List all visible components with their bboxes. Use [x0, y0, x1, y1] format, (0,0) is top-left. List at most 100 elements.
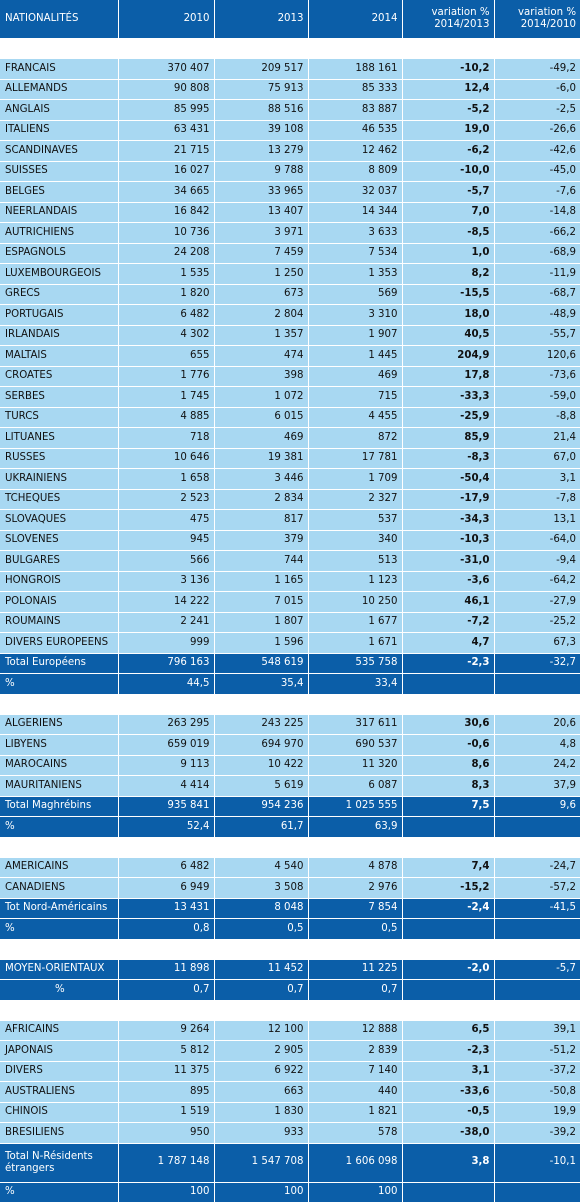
- value-2014-cell: 440: [307, 1081, 402, 1102]
- value-2010-cell: 1 820: [117, 284, 214, 305]
- variation-2014-2010-cell: 39,1: [493, 1020, 580, 1041]
- variation-2014-2010-cell: 37,9: [493, 775, 580, 796]
- spacer-cell: [493, 38, 580, 59]
- nationality-cell: AUTRICHIENS: [0, 222, 118, 243]
- spacer-cell: [0, 939, 118, 959]
- header-2013: 2013: [213, 0, 308, 39]
- table-row: LITUANES 718 469 872 85,9 21,4: [0, 427, 580, 448]
- value-2014-cell: 85 333: [307, 79, 402, 100]
- nationality-cell: %: [0, 1182, 118, 1203]
- nationality-cell: MALTAIS: [0, 345, 118, 366]
- value-2014-cell: 715: [307, 386, 402, 407]
- section-spacer: [0, 38, 580, 59]
- nationality-cell: CROATES: [0, 366, 118, 387]
- table-row: DIVERS 11 375 6 922 7 140 3,1 -37,2: [0, 1061, 580, 1082]
- variation-2014-2013-cell: -31,0: [401, 550, 494, 571]
- value-2010-cell: 10 646: [117, 448, 214, 469]
- variation-2014-2010-cell: -27,9: [493, 591, 580, 612]
- nationality-cell: %: [0, 979, 118, 1000]
- value-2013-cell: 1 357: [213, 325, 308, 346]
- spacer-cell: [401, 1000, 494, 1020]
- header-variation-2014-2010-line1: variation %: [518, 7, 576, 19]
- variation-2014-2013-cell: 40,5: [401, 325, 494, 346]
- variation-2014-2013-cell: -7,2: [401, 612, 494, 633]
- value-2010-cell: 63 431: [117, 120, 214, 141]
- value-2014-cell: 4 455: [307, 407, 402, 428]
- variation-2014-2013-cell: -0,6: [401, 734, 494, 755]
- nationality-cell: Total Maghrébins: [0, 796, 118, 817]
- value-2013-cell: 243 225: [213, 714, 308, 735]
- value-2013-cell: 1 807: [213, 612, 308, 633]
- value-2010-cell: 1 658: [117, 468, 214, 489]
- variation-2014-2013-cell: 30,6: [401, 714, 494, 735]
- variation-2014-2013-cell: 7,4: [401, 857, 494, 878]
- value-2013-cell: 35,4: [213, 673, 308, 694]
- value-2010-cell: 0,7: [117, 979, 214, 1000]
- variation-2014-2013-cell: -2,3: [401, 1040, 494, 1061]
- value-2014-cell: 872: [307, 427, 402, 448]
- variation-2014-2010-cell: 67,0: [493, 448, 580, 469]
- spacer-cell: [493, 694, 580, 714]
- spacer-cell: [401, 694, 494, 714]
- variation-2014-2013-cell: 7,5: [401, 796, 494, 817]
- nationality-cell: JAPONAIS: [0, 1040, 118, 1061]
- value-2010-cell: 1 745: [117, 386, 214, 407]
- value-2014-cell: 0,5: [307, 918, 402, 939]
- value-2010-cell: 718: [117, 427, 214, 448]
- value-2013-cell: 1 830: [213, 1102, 308, 1123]
- nationality-cell: SCANDINAVES: [0, 140, 118, 161]
- variation-2014-2010-cell: [493, 1182, 580, 1203]
- table-row: ROUMAINS 2 241 1 807 1 677 -7,2 -25,2: [0, 612, 580, 633]
- value-2013-cell: 8 048: [213, 898, 308, 919]
- value-2013-cell: 3 446: [213, 468, 308, 489]
- table-row: RUSSES 10 646 19 381 17 781 -8,3 67,0: [0, 448, 580, 469]
- value-2013-cell: 1 072: [213, 386, 308, 407]
- total-row: % 0,7 0,7 0,7: [0, 979, 580, 1000]
- spacer-cell: [0, 837, 118, 857]
- variation-2014-2013-cell: 12,4: [401, 79, 494, 100]
- variation-2014-2010-cell: -48,9: [493, 304, 580, 325]
- value-2014-cell: 3 310: [307, 304, 402, 325]
- nationality-cell: MOYEN-ORIENTAUX: [0, 959, 118, 980]
- value-2014-cell: 63,9: [307, 816, 402, 837]
- total-row: Total Maghrébins 935 841 954 236 1 025 555 7…: [0, 796, 580, 817]
- variation-2014-2010-cell: -25,2: [493, 612, 580, 633]
- variation-2014-2010-cell: 13,1: [493, 509, 580, 530]
- variation-2014-2013-cell: -38,0: [401, 1122, 494, 1143]
- value-2013-cell: 12 100: [213, 1020, 308, 1041]
- variation-2014-2013-cell: 85,9: [401, 427, 494, 448]
- value-2014-cell: 17 781: [307, 448, 402, 469]
- value-2013-cell: 9 788: [213, 161, 308, 182]
- variation-2014-2010-cell: -41,5: [493, 898, 580, 919]
- table-row: AMERICAINS 6 482 4 540 4 878 7,4 -24,7: [0, 857, 580, 878]
- value-2014-cell: 3 633: [307, 222, 402, 243]
- table-row: FRANCAIS 370 407 209 517 188 161 -10,2 -49,2: [0, 58, 580, 79]
- table-row: MAROCAINS 9 113 10 422 11 320 8,6 24,2: [0, 755, 580, 776]
- variation-2014-2010-cell: -49,2: [493, 58, 580, 79]
- variation-2014-2010-cell: -7,6: [493, 181, 580, 202]
- value-2010-cell: 16 842: [117, 202, 214, 223]
- variation-2014-2010-cell: 4,8: [493, 734, 580, 755]
- spacer-cell: [213, 939, 308, 959]
- value-2010-cell: 4 414: [117, 775, 214, 796]
- variation-2014-2013-cell: 8,3: [401, 775, 494, 796]
- nationality-cell: DIVERS EUROPEENS: [0, 632, 118, 653]
- value-2013-cell: 1 596: [213, 632, 308, 653]
- table-row: JAPONAIS 5 812 2 905 2 839 -2,3 -51,2: [0, 1040, 580, 1061]
- variation-2014-2010-cell: -55,7: [493, 325, 580, 346]
- variation-2014-2013-cell: -5,2: [401, 99, 494, 120]
- header-variation-2014-2013: variation % 2014/2013: [401, 0, 494, 39]
- nationality-cell: BRESILIENS: [0, 1122, 118, 1143]
- spacer-cell: [117, 694, 214, 714]
- value-2014-cell: 12 462: [307, 140, 402, 161]
- value-2014-cell: 1 907: [307, 325, 402, 346]
- variation-2014-2013-cell: 4,7: [401, 632, 494, 653]
- variation-2014-2010-cell: -32,7: [493, 653, 580, 674]
- nationality-cell: NEERLANDAIS: [0, 202, 118, 223]
- table-row: SUISSES 16 027 9 788 8 809 -10,0 -45,0: [0, 161, 580, 182]
- value-2014-cell: 2 327: [307, 489, 402, 510]
- value-2014-cell: 11 225: [307, 959, 402, 980]
- value-2010-cell: 24 208: [117, 243, 214, 264]
- header-variation-2014-2013-line1: variation %: [431, 7, 490, 19]
